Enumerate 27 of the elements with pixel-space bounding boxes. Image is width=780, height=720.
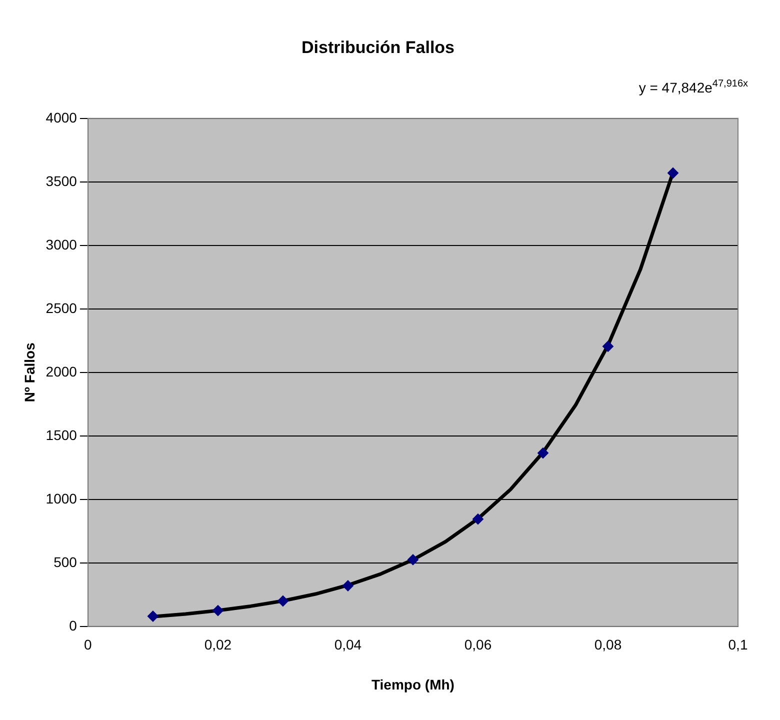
chart-title: Distribución Fallos bbox=[301, 38, 455, 57]
y-tick-label: 3500 bbox=[46, 172, 78, 189]
point bbox=[537, 448, 548, 459]
point bbox=[667, 168, 678, 179]
point bbox=[147, 610, 158, 622]
y-tick-label: 0 bbox=[69, 617, 78, 634]
x-tick-label: 0,08 bbox=[594, 636, 622, 653]
y-tick-label: 4000 bbox=[46, 109, 78, 126]
x-tick-label: 0,02 bbox=[204, 636, 232, 653]
point bbox=[472, 514, 484, 525]
y-tick-label: 2500 bbox=[46, 300, 78, 316]
point bbox=[342, 580, 354, 592]
x-tick-label: 0,06 bbox=[464, 636, 492, 653]
y-tick-label: 500 bbox=[54, 554, 78, 570]
point bbox=[212, 605, 224, 616]
x-tick-label: 0 bbox=[84, 636, 92, 653]
point bbox=[602, 340, 614, 352]
y-tick-label: 1500 bbox=[46, 426, 78, 443]
x-tick-label: 0,1 bbox=[728, 636, 748, 653]
x-tick-label: 0,04 bbox=[334, 636, 362, 653]
y-tick-label: 3000 bbox=[46, 236, 78, 252]
y-tick-label: 2000 bbox=[46, 363, 78, 380]
y-tick-label: 1000 bbox=[46, 490, 78, 506]
y-axis-title: Nº Fallos bbox=[21, 342, 38, 402]
x-axis-title: Tiempo (Mh) bbox=[371, 676, 454, 692]
point bbox=[407, 554, 418, 566]
point bbox=[277, 596, 288, 606]
